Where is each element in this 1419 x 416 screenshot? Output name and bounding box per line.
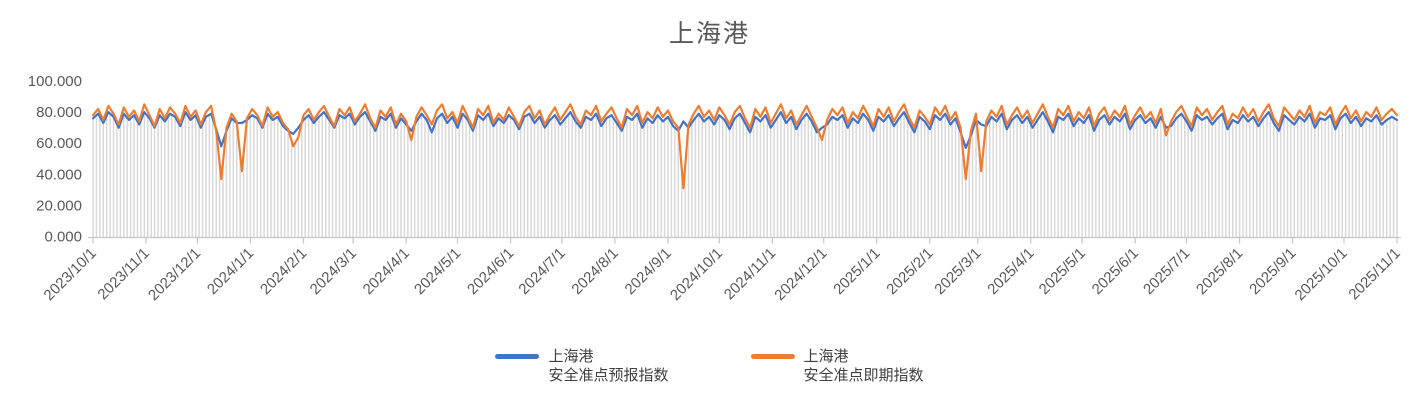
x-axis-tick-label: 2025/10/1 bbox=[1292, 245, 1351, 304]
x-axis-tick-label: 2024/12/1 bbox=[771, 245, 830, 304]
legend-label-forecast-line1: 上海港 bbox=[548, 348, 594, 365]
x-axis-tick-label: 2024/4/1 bbox=[360, 245, 413, 298]
legend: 上海港 安全准点预报指数 上海港 安全准点即期指数 bbox=[0, 347, 1419, 385]
x-axis-tick-label: 2025/2/1 bbox=[883, 245, 936, 298]
x-axis-tick-label: 2025/4/1 bbox=[984, 245, 1037, 298]
x-axis-tick-label: 2024/8/1 bbox=[568, 245, 621, 298]
chart-title: 上海港 bbox=[668, 20, 750, 48]
x-axis-tick-label: 2024/2/1 bbox=[257, 245, 310, 298]
legend-swatch-forecast-line bbox=[495, 354, 540, 359]
legend-item-forecast: 上海港 安全准点预报指数 bbox=[495, 347, 669, 385]
legend-swatch-spot-line bbox=[750, 354, 795, 359]
y-axis-tick-label: 0.000 bbox=[44, 229, 82, 246]
y-axis-tick-label: 100.000 bbox=[28, 73, 82, 90]
x-axis-tick-label: 2024/7/1 bbox=[515, 245, 568, 298]
x-axis-tick-label: 2025/8/1 bbox=[1193, 245, 1246, 298]
x-axis-tick-label: 2025/6/1 bbox=[1089, 245, 1142, 298]
series-spot-line bbox=[91, 103, 1399, 190]
x-axis-tick-label: 2024/9/1 bbox=[622, 245, 675, 298]
x-axis-tick-label: 2023/10/1 bbox=[41, 245, 100, 304]
x-axis-tick-label: 2024/5/1 bbox=[411, 245, 464, 298]
y-axis-tick-label: 20.000 bbox=[36, 197, 82, 214]
legend-label-spot-line2: 安全准点即期指数 bbox=[803, 367, 924, 384]
series-forecast-line bbox=[91, 110, 1399, 149]
x-axis-tick-label: 2025/3/1 bbox=[931, 245, 984, 298]
legend-item-spot: 上海港 安全准点即期指数 bbox=[750, 347, 924, 385]
x-axis-tick-label: 2025/5/1 bbox=[1036, 245, 1089, 298]
legend-label-forecast: 上海港 安全准点预报指数 bbox=[548, 347, 668, 385]
x-axis-tick-label: 2025/11/1 bbox=[1345, 245, 1403, 303]
y-axis-tick-label: 80.000 bbox=[36, 104, 82, 121]
x-axis-tick-label: 2024/1/1 bbox=[204, 245, 257, 298]
x-axis-tick-label: 2025/9/1 bbox=[1246, 245, 1299, 298]
x-axis-tick-label: 2023/12/1 bbox=[145, 245, 204, 304]
x-axis-tick-label: 2025/1/1 bbox=[830, 245, 883, 298]
y-axis-tick-label: 40.000 bbox=[36, 166, 82, 183]
y-axis-tick-label: 60.000 bbox=[36, 135, 82, 152]
x-axis-tick-label: 2023/11/1 bbox=[94, 245, 152, 303]
x-axis-tick-label: 2024/6/1 bbox=[464, 245, 517, 298]
legend-label-forecast-line2: 安全准点预报指数 bbox=[548, 367, 669, 384]
legend-label-spot: 上海港 安全准点即期指数 bbox=[804, 347, 924, 385]
x-axis-tick-label: 2025/7/1 bbox=[1140, 245, 1193, 298]
legend-label-spot-line1: 上海港 bbox=[803, 348, 849, 365]
x-axis-tick-label: 2024/10/1 bbox=[667, 245, 726, 304]
x-axis-tick-label: 2024/11/1 bbox=[721, 245, 779, 303]
x-axis-tick-label: 2024/3/1 bbox=[307, 245, 360, 298]
